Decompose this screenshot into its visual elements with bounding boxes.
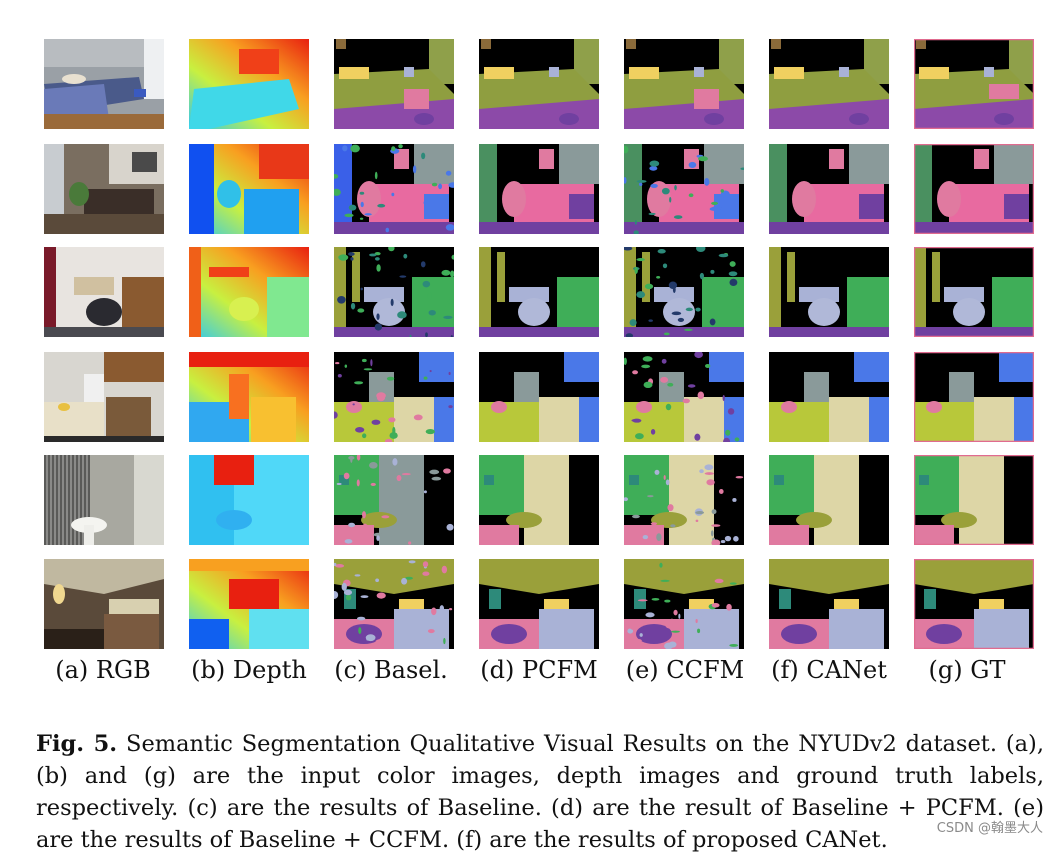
caption-text: Semantic Segmentation Qualitative Visual…	[36, 731, 1044, 853]
image-attic-bedroom-depth-1	[189, 559, 309, 649]
image-attic-bedroom-seg-4	[624, 559, 744, 649]
image-living-room-depth-1	[189, 144, 309, 234]
figure-caption: Fig. 5. Semantic Segmentation Qualitativ…	[36, 728, 1044, 856]
image-living-room-seg-5	[769, 144, 889, 234]
image-bathroom-seg-4	[624, 455, 744, 545]
image-kitchen-depth-1	[189, 352, 309, 442]
figure-number: Fig. 5.	[36, 731, 118, 757]
image-office-seg-2	[334, 247, 454, 337]
image-kitchen-gt-6	[914, 352, 1034, 442]
image-living-room-rgb-0	[44, 144, 164, 234]
image-office-seg-3	[479, 247, 599, 337]
image-kitchen-rgb-0	[44, 352, 164, 442]
image-office-seg-4	[624, 247, 744, 337]
image-kitchen-seg-4	[624, 352, 744, 442]
image-bedroom-gt-6	[914, 39, 1034, 129]
image-living-room-seg-2	[334, 144, 454, 234]
image-office-rgb-0	[44, 247, 164, 337]
image-living-room-seg-4	[624, 144, 744, 234]
column-label: (f) CANet	[771, 656, 887, 684]
image-bathroom-rgb-0	[44, 455, 164, 545]
column-label: (g) GT	[928, 656, 1006, 684]
image-kitchen-seg-2	[334, 352, 454, 442]
figure-grid	[44, 39, 1034, 649]
image-bathroom-seg-5	[769, 455, 889, 545]
column-label: (c) Basel.	[334, 656, 448, 684]
image-bathroom-gt-6	[914, 455, 1034, 545]
image-living-room-gt-6	[914, 144, 1034, 234]
column-label: (d) PCFM	[480, 656, 598, 684]
image-kitchen-seg-3	[479, 352, 599, 442]
image-office-seg-5	[769, 247, 889, 337]
image-living-room-seg-3	[479, 144, 599, 234]
image-bedroom-depth-1	[189, 39, 309, 129]
image-kitchen-seg-5	[769, 352, 889, 442]
image-attic-bedroom-gt-6	[914, 559, 1034, 649]
image-bedroom-rgb-0	[44, 39, 164, 129]
image-attic-bedroom-seg-2	[334, 559, 454, 649]
image-bathroom-seg-2	[334, 455, 454, 545]
image-office-gt-6	[914, 247, 1034, 337]
image-bedroom-seg-4	[624, 39, 744, 129]
column-label: (b) Depth	[191, 656, 307, 684]
image-bathroom-depth-1	[189, 455, 309, 545]
image-attic-bedroom-seg-3	[479, 559, 599, 649]
image-bedroom-seg-2	[334, 39, 454, 129]
image-office-depth-1	[189, 247, 309, 337]
column-label: (e) CCFM	[625, 656, 745, 684]
watermark: CSDN @翰墨大人	[934, 817, 1045, 836]
image-bedroom-seg-3	[479, 39, 599, 129]
image-bedroom-seg-5	[769, 39, 889, 129]
column-label: (a) RGB	[55, 656, 151, 684]
image-attic-bedroom-rgb-0	[44, 559, 164, 649]
image-bathroom-seg-3	[479, 455, 599, 545]
image-attic-bedroom-seg-5	[769, 559, 889, 649]
